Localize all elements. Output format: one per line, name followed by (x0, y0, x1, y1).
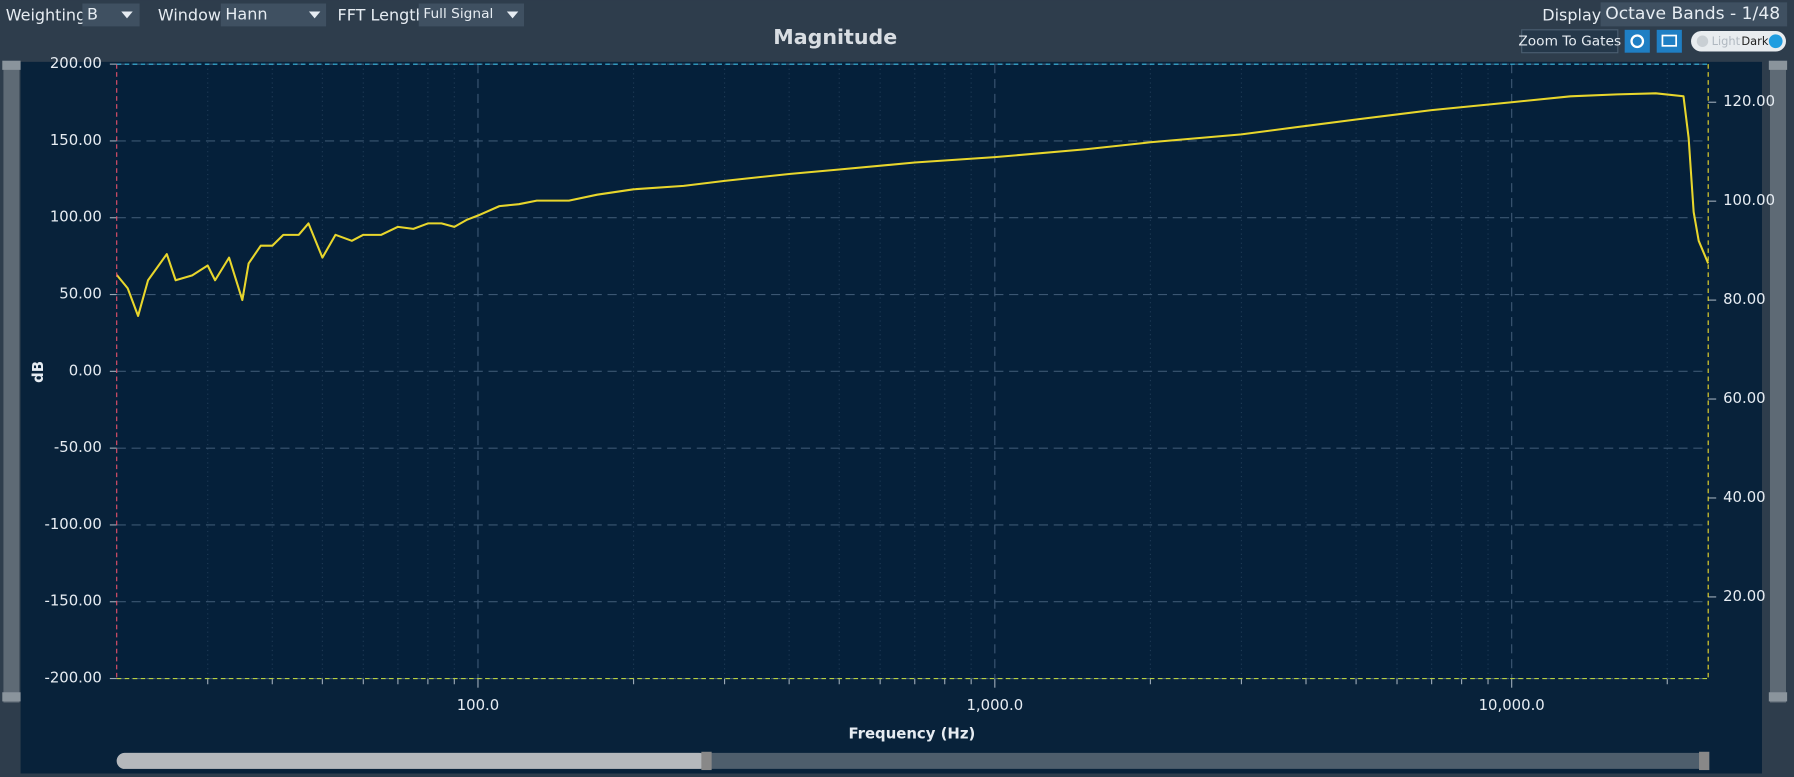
theme-light[interactable]: Light (1712, 34, 1741, 48)
chart-title: Magnitude (773, 25, 897, 49)
display-dropdown[interactable] (1600, 2, 1788, 27)
toggle-knob-on (1768, 34, 1783, 49)
y-tick-label: 0.00 (69, 361, 102, 379)
theme-dark[interactable]: Dark (1741, 34, 1769, 48)
y2-tick-label: 80.00 (1723, 290, 1766, 308)
y2-tick-label: 100.00 (1723, 191, 1775, 209)
left-slider[interactable] (3, 61, 20, 703)
window-dropdown[interactable] (220, 3, 327, 27)
x-tick-label: 100.0 (457, 696, 500, 714)
display-value[interactable]: Octave Bands - 1/48 (1605, 4, 1780, 24)
scroll-handle[interactable] (701, 751, 712, 771)
camera-button[interactable] (1656, 29, 1682, 53)
y-tick-label: 50.00 (59, 285, 102, 303)
weighting-value[interactable]: B (87, 4, 98, 23)
y2-tick-label: 40.00 (1723, 488, 1766, 506)
display-label: Display: (1542, 6, 1605, 25)
dropdown-arrow (506, 11, 519, 19)
slider-handle[interactable] (2, 60, 21, 70)
window-label: Window: (158, 6, 226, 25)
dropdown-arrow (121, 11, 133, 19)
magnitude-line (115, 92, 1710, 317)
marks (115, 92, 1710, 317)
slider-handle[interactable] (2, 692, 21, 702)
y-tick-label: -200.00 (44, 669, 101, 687)
x-axis-label: Frequency (Hz) (848, 725, 975, 743)
y2-tick-label: 120.00 (1723, 92, 1775, 110)
dropdown-arrow (308, 11, 321, 19)
fft-value[interactable]: Full Signal (423, 6, 493, 22)
weighting-label: Weighting: (6, 6, 92, 25)
y-tick-label: -100.00 (44, 515, 101, 533)
slider-handle[interactable] (1768, 692, 1788, 702)
y-tick-label: -150.00 (44, 592, 101, 610)
weighting-dropdown[interactable] (82, 3, 140, 27)
fft-label: FFT Length: (338, 6, 432, 25)
y-tick-label: 150.00 (50, 131, 102, 149)
zoom-button-label[interactable]: Zoom To Gates (1518, 33, 1621, 49)
y2-tick-label: 20.00 (1723, 587, 1766, 605)
y2-tick-label: 60.00 (1723, 389, 1766, 407)
x-tick-label: 10,000.0 (1479, 696, 1545, 714)
settings-button[interactable] (1624, 29, 1650, 53)
camera-icon (1661, 34, 1678, 47)
toggle-knob-off (1696, 35, 1709, 47)
y-axis-label: dB (29, 361, 47, 383)
y-tick-label: 100.00 (50, 208, 102, 226)
settings-icon (1630, 34, 1645, 49)
y-tick-label: -50.00 (54, 438, 102, 456)
theme-toggle[interactable] (1691, 30, 1786, 52)
right-slider[interactable] (1769, 61, 1786, 703)
x-tick-label: 1,000.0 (966, 696, 1023, 714)
window-value[interactable]: Hann (225, 4, 267, 23)
scrollbar-thumb[interactable] (116, 752, 708, 769)
fft-dropdown[interactable] (418, 3, 525, 27)
slider-handle[interactable] (1768, 60, 1788, 70)
zoom-button[interactable] (1521, 29, 1619, 54)
scroll-handle[interactable] (1699, 751, 1710, 771)
y-tick-label: 200.00 (50, 54, 102, 72)
